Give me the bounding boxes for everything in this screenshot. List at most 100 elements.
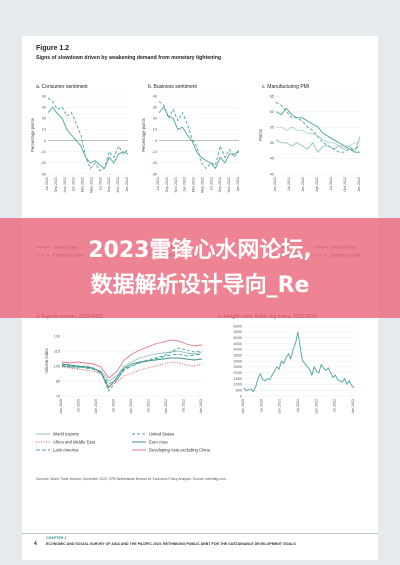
x-tick-label: Jul 2022 (209, 177, 213, 191)
x-tick-label: Nov 2022 (116, 177, 120, 192)
x-tick-label: Jan 2022 (164, 399, 168, 414)
x-tick-label: Jan 2023 (351, 399, 355, 414)
y-tick-label: 40 (42, 94, 46, 98)
x-tick-label: Jan 2021 (273, 177, 277, 192)
y-tick-label: 6000 (234, 324, 242, 328)
x-tick-label: Jul 2021 (287, 177, 291, 191)
x-tick-label: May 2022 (200, 177, 204, 193)
x-tick-label: Jan 2022 (72, 177, 76, 192)
y-tick-label: 20 (42, 117, 46, 121)
banner-line-1: 2023雷锋心水网论坛, (88, 238, 312, 263)
x-tick-label: Jul 2021 (45, 177, 49, 191)
x-tick-label: Jan 2023 (357, 177, 361, 192)
y-tick-label: 5500 (234, 330, 242, 334)
x-tick-label: Jul 2021 (296, 399, 300, 413)
x-tick-label: Jan 2023 (125, 177, 129, 192)
y-tick-label: 1500 (234, 377, 242, 381)
y-tick-label: 4000 (234, 348, 242, 352)
x-tick-label: Sep 2022 (218, 177, 222, 192)
x-tick-label: Jan 2021 (129, 399, 133, 414)
y-tick-label: 0 (240, 394, 242, 398)
y-axis-label: Percentage points (30, 118, 35, 152)
y-tick-label: 10 (153, 128, 157, 132)
x-tick-label: Jul 2019 (77, 399, 81, 413)
legend-label: Euro Area (149, 440, 168, 445)
chart-title-c: c. Manufacturing PMI (262, 84, 309, 90)
series-line-d-2 (61, 361, 203, 387)
x-tick-label: Sep 2022 (107, 177, 111, 192)
x-tick-label: Nov 2022 (227, 177, 231, 192)
series-line-d-3 (61, 357, 203, 389)
y-tick-label: 50 (270, 141, 274, 145)
legend-label: Developing Asia excluding China (149, 448, 211, 453)
x-tick-label: Jan 2023 (236, 177, 240, 192)
x-tick-label: Oct 2022 (343, 177, 347, 192)
y-axis-label: Percentage points (141, 118, 146, 152)
x-tick-label: Jan 2019 (59, 399, 63, 414)
series-line-c-1 (275, 107, 360, 153)
y-tick-label: 0 (44, 139, 46, 143)
legend-label: United States (149, 432, 174, 437)
y-tick-label: -20 (152, 161, 158, 165)
y-tick-label: 115 (54, 349, 60, 353)
watermark-banner: 2023雷锋心水网论坛, 数据解析设计导向_Re (0, 218, 400, 318)
y-tick-label: 3500 (234, 353, 242, 357)
y-tick-label: 45 (270, 157, 274, 161)
x-tick-label: Jul 2022 (182, 399, 186, 413)
x-tick-label: Jul 2021 (147, 399, 151, 413)
x-tick-label: May 2022 (89, 177, 93, 193)
series-line-d-5 (61, 339, 203, 379)
series-line-c-3 (275, 101, 361, 153)
legend-label: Africa and Middle East (53, 440, 96, 445)
y-tick-label: -30 (152, 172, 158, 176)
y-tick-label: 100 (54, 364, 60, 368)
y-tick-label: 60 (270, 110, 274, 114)
x-tick-label: Jan 2023 (199, 399, 203, 414)
y-tick-label: 10 (42, 128, 46, 132)
x-tick-label: Sep 2021 (54, 177, 58, 192)
y-tick-label: 500 (236, 388, 242, 392)
y-tick-label: -10 (152, 150, 158, 154)
y-tick-label: 0 (155, 139, 157, 143)
series-line-d-4 (61, 353, 203, 385)
y-tick-label: 40 (153, 94, 157, 98)
y-tick-label: 20 (153, 117, 157, 121)
y-tick-label: 65 (270, 94, 274, 98)
chart-title-a: a. Consumer sentiment (36, 84, 88, 90)
series-line-c-2 (275, 136, 361, 154)
legend-label: World exports (53, 432, 79, 437)
series-line-e-0 (243, 331, 355, 393)
y-axis-label: Volume index (44, 348, 49, 374)
y-axis-label: Points (258, 129, 263, 141)
x-tick-label: Jul 2021 (156, 177, 160, 191)
footer-divider (22, 533, 378, 534)
y-tick-label: 3000 (234, 359, 242, 363)
series-line-b-0 (158, 106, 240, 170)
x-tick-label: Jan 2022 (314, 399, 318, 414)
x-tick-label: Jul 2022 (333, 399, 337, 413)
y-tick-label: 30 (42, 105, 46, 109)
y-tick-label: 130 (54, 334, 60, 338)
figure-title: Signs of slowdown driven by weakening de… (36, 55, 222, 61)
y-tick-label: 70 (56, 394, 60, 398)
x-tick-label: Jan 2020 (94, 399, 98, 414)
x-tick-label: Jul 2022 (98, 177, 102, 191)
x-tick-label: Mar 2022 (192, 177, 196, 192)
x-tick-label: Jan 2022 (183, 177, 187, 192)
footer-page-number: 4 (34, 541, 37, 547)
x-tick-label: Jul 2020 (259, 399, 263, 413)
x-tick-label: Jan 2020 (241, 399, 245, 414)
y-tick-label: 5000 (234, 336, 242, 340)
x-tick-label: Apr 2022 (315, 177, 319, 192)
source-note: Sources: World Trade Monitor, December 2… (36, 477, 227, 481)
y-tick-label: -20 (41, 161, 47, 165)
figure-label: Figure 1.2 (36, 45, 70, 52)
x-tick-label: Nov 2021 (63, 177, 67, 192)
y-tick-label: -10 (41, 150, 47, 154)
series-line-a-0 (47, 106, 129, 170)
y-tick-label: -30 (41, 172, 47, 176)
chart-title-b: b. Business sentiment (148, 84, 198, 90)
y-tick-label: 40 (270, 172, 274, 176)
x-tick-label: Mar 2022 (81, 177, 85, 192)
y-tick-label: 2500 (234, 365, 242, 369)
